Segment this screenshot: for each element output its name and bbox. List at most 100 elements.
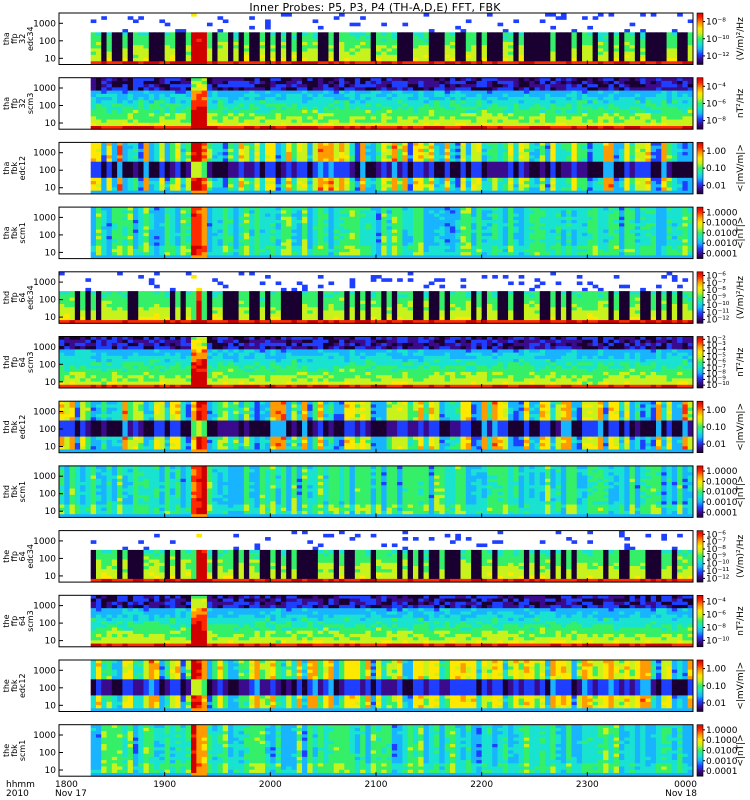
heatmap-cell: [445, 110, 451, 114]
heatmap-cell: [260, 55, 266, 59]
heatmap-cell: [170, 55, 176, 59]
heatmap-cell: [350, 162, 356, 166]
heatmap-cell: [371, 120, 377, 124]
heatmap-cell: [519, 91, 525, 95]
heatmap-cell: [233, 94, 239, 98]
heatmap-cell: [381, 39, 387, 43]
heatmap-cell: [571, 168, 577, 172]
heatmap-cell: [593, 52, 599, 56]
heatmap-cell: [207, 110, 213, 114]
heatmap-cell: [365, 149, 371, 153]
heatmap-cell: [270, 152, 276, 156]
heatmap-cell: [376, 103, 382, 107]
heatmap-cell: [159, 94, 165, 98]
heatmap-cell: [556, 184, 562, 188]
heatmap-cell: [339, 48, 345, 52]
heatmap-cell: [191, 171, 197, 175]
heatmap-cell: [270, 91, 276, 95]
heatmap-cell: [365, 184, 371, 188]
heatmap-cell: [408, 58, 414, 62]
heatmap-cell: [297, 107, 303, 111]
heatmap-cell: [212, 42, 218, 46]
heatmap-cell: [387, 158, 393, 162]
heatmap-cell: [297, 142, 303, 146]
heatmap-cell: [291, 48, 297, 52]
heatmap-cell: [672, 155, 678, 159]
heatmap-cell: [577, 142, 583, 146]
heatmap-cell: [624, 97, 630, 101]
heatmap-cell: [381, 52, 387, 56]
heatmap-cell: [302, 187, 308, 191]
heatmap-cell: [138, 162, 144, 166]
heatmap-cell: [529, 184, 535, 188]
heatmap-cell: [429, 123, 435, 127]
heatmap-cell: [360, 32, 366, 36]
heatmap-cell: [133, 78, 139, 82]
heatmap-cell: [508, 184, 514, 188]
heatmap-cell: [397, 78, 403, 82]
heatmap-cell: [603, 171, 609, 175]
heatmap-cell: [239, 103, 245, 107]
heatmap-cell: [286, 107, 292, 111]
heatmap-cell: [91, 226, 97, 230]
heatmap-cell: [445, 42, 451, 46]
heatmap-cell: [117, 155, 123, 159]
heatmap-cell: [91, 207, 97, 211]
heatmap-cell: [571, 116, 577, 120]
heatmap-cell: [498, 165, 504, 169]
heatmap-cell: [355, 78, 361, 82]
heatmap-cell: [445, 94, 451, 98]
heatmap-cell: [318, 146, 324, 150]
heatmap-cell: [598, 149, 604, 153]
heatmap-cell: [598, 55, 604, 59]
heatmap-cell: [540, 91, 546, 95]
heatmap-cell: [614, 171, 620, 175]
heatmap-cell: [265, 165, 271, 169]
heatmap-cell: [571, 100, 577, 104]
heatmap-cell: [291, 42, 297, 46]
heatmap-cell: [513, 162, 519, 166]
heatmap-cell: [424, 81, 430, 85]
heatmap-cell: [561, 103, 567, 107]
heatmap-cell: [545, 142, 551, 146]
heatmap-cell: [181, 149, 187, 153]
heatmap-cell: [519, 171, 525, 175]
heatmap-cell: [661, 178, 667, 182]
heatmap-cell: [387, 84, 393, 88]
heatmap-cell: [392, 123, 398, 127]
heatmap-cell: [556, 181, 562, 185]
heatmap-cell: [233, 162, 239, 166]
heatmap-cell: [276, 175, 282, 179]
heatmap-cell: [196, 178, 202, 182]
heatmap-cell: [445, 178, 451, 182]
heatmap-cell: [138, 78, 144, 82]
heatmap-cell: [360, 181, 366, 185]
heatmap-cell: [519, 97, 525, 101]
heatmap-cell: [571, 165, 577, 169]
heatmap-cell: [482, 152, 488, 156]
heatmap-cell: [133, 171, 139, 175]
heatmap-cell: [117, 184, 123, 188]
heatmap-cell: [582, 146, 588, 150]
heatmap-cell: [128, 55, 134, 59]
heatmap-cell: [138, 142, 144, 146]
heatmap-cell: [392, 91, 398, 95]
heatmap-cell: [614, 142, 620, 146]
heatmap-cell: [630, 149, 636, 153]
heatmap-cell: [513, 84, 519, 88]
heatmap-cell: [281, 123, 287, 127]
heatmap-cell: [191, 187, 197, 191]
heatmap-cell: [360, 16, 366, 20]
heatmap-cell: [339, 155, 345, 159]
heatmap-cell: [651, 107, 657, 111]
heatmap-cell: [545, 45, 551, 49]
heatmap-cell: [350, 36, 356, 40]
heatmap-cell: [450, 48, 456, 52]
heatmap-cell: [149, 110, 155, 114]
heatmap-cell: [318, 26, 324, 30]
heatmap-cell: [630, 155, 636, 159]
y-tick-label: 10: [45, 54, 57, 64]
y-label-line: edc12: [18, 156, 27, 181]
heatmap-cell: [233, 48, 239, 52]
heatmap-cell: [455, 32, 461, 36]
